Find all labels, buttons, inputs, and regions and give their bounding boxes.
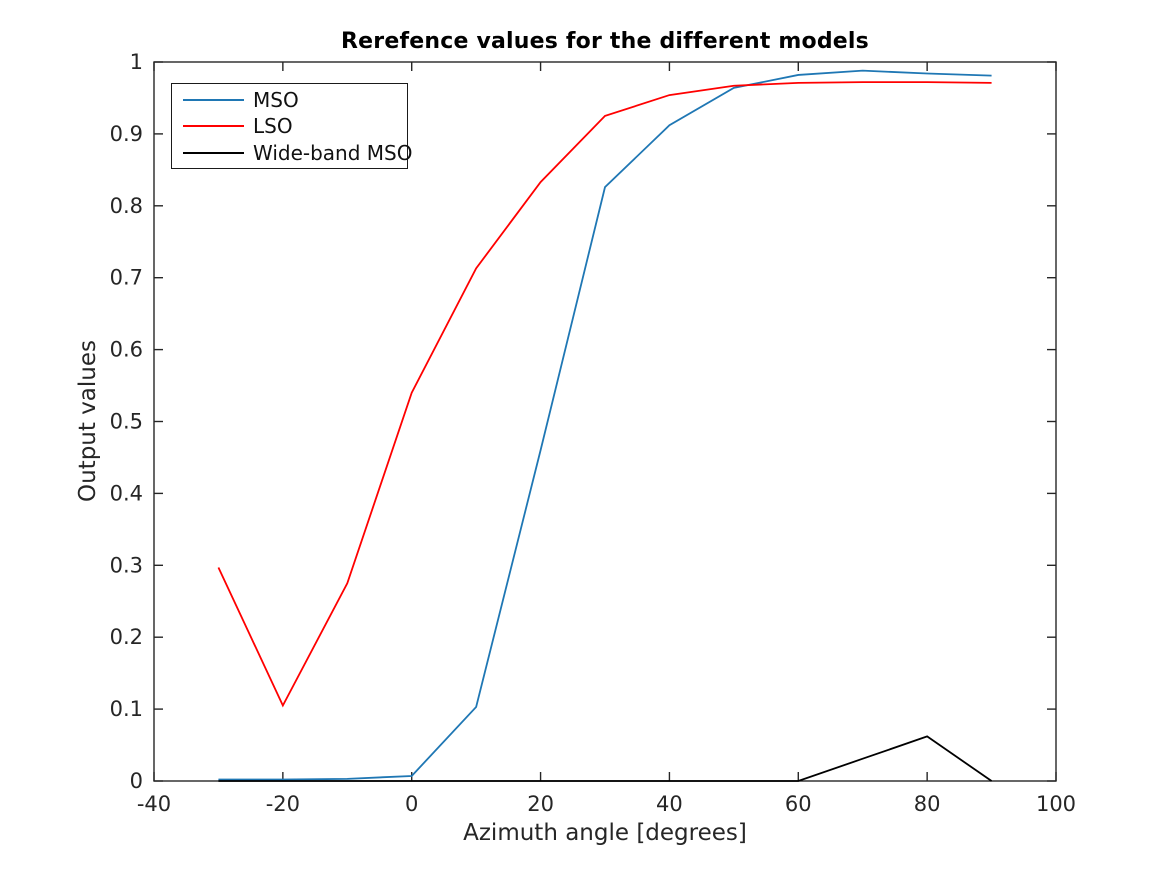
series-line-mso xyxy=(218,69,992,781)
x-tick-labels: -40 -20 0 20 40 60 80 100 xyxy=(137,792,1076,816)
legend-item: MSO xyxy=(172,87,407,113)
svg-text:0.3: 0.3 xyxy=(110,553,143,577)
series-line-wide-band-mso xyxy=(218,735,993,782)
svg-text:60: 60 xyxy=(785,792,812,816)
axes-box xyxy=(153,61,1057,782)
y-tick-labels: 0 0.1 0.2 0.3 0.4 0.5 0.6 0.7 0.8 0.9 1 xyxy=(110,50,143,793)
y-ticks xyxy=(154,61,1056,782)
svg-text:0.9: 0.9 xyxy=(110,122,143,146)
svg-text:-20: -20 xyxy=(266,792,300,816)
svg-text:100: 100 xyxy=(1036,792,1076,816)
svg-text:0.6: 0.6 xyxy=(110,338,143,362)
svg-text:20: 20 xyxy=(527,792,554,816)
legend: MSO LSO Wide-band MSO xyxy=(171,83,412,169)
svg-text:40: 40 xyxy=(656,792,683,816)
chart-title: Rerefence values for the different model… xyxy=(341,29,869,54)
legend-item: LSO xyxy=(172,113,407,139)
svg-text:0.8: 0.8 xyxy=(110,194,143,218)
legend-item-label: MSO xyxy=(253,87,299,112)
svg-text:0.4: 0.4 xyxy=(110,481,143,505)
x-ticks xyxy=(153,62,1057,781)
svg-text:-40: -40 xyxy=(137,792,171,816)
series-line-lso xyxy=(217,81,992,708)
y-axis-label: Output values xyxy=(75,339,101,503)
legend-item-label: Wide-band MSO xyxy=(253,140,413,165)
legend-line-sample-mso xyxy=(183,98,244,101)
svg-text:0.1: 0.1 xyxy=(110,697,143,721)
svg-text:0: 0 xyxy=(405,792,418,816)
svg-text:0: 0 xyxy=(130,769,143,793)
svg-text:0.5: 0.5 xyxy=(110,410,143,434)
svg-text:1: 1 xyxy=(130,50,143,74)
x-axis-label: Azimuth angle [degrees] xyxy=(463,820,747,846)
legend-line-sample-lso xyxy=(183,125,244,127)
legend-line-sample-wideband-mso xyxy=(183,151,244,154)
svg-text:0.7: 0.7 xyxy=(110,266,143,290)
svg-text:0.2: 0.2 xyxy=(110,625,143,649)
svg-text:80: 80 xyxy=(914,792,941,816)
legend-item: Wide-band MSO xyxy=(172,140,412,166)
legend-item-label: LSO xyxy=(253,114,293,138)
